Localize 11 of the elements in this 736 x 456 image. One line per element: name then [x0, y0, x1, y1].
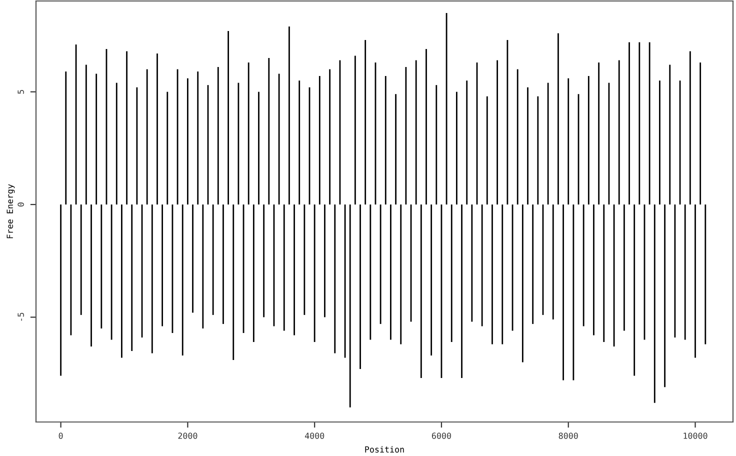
x-tick-label: 6000 — [432, 432, 451, 439]
x-tick-label: 4000 — [304, 432, 324, 439]
y-tick-label: 5 — [18, 90, 24, 94]
y-tick-label: 0 — [18, 202, 24, 206]
x-tick-label: 0 — [58, 432, 63, 439]
x-axis-title: Position — [365, 446, 404, 453]
y-tick-label: -5 — [18, 312, 24, 321]
x-tick-label: 10000 — [684, 432, 708, 439]
x-tick-label: 8000 — [558, 432, 578, 439]
x-tick-label: 2000 — [178, 432, 198, 439]
y-axis-title: Free Energy — [6, 184, 15, 238]
